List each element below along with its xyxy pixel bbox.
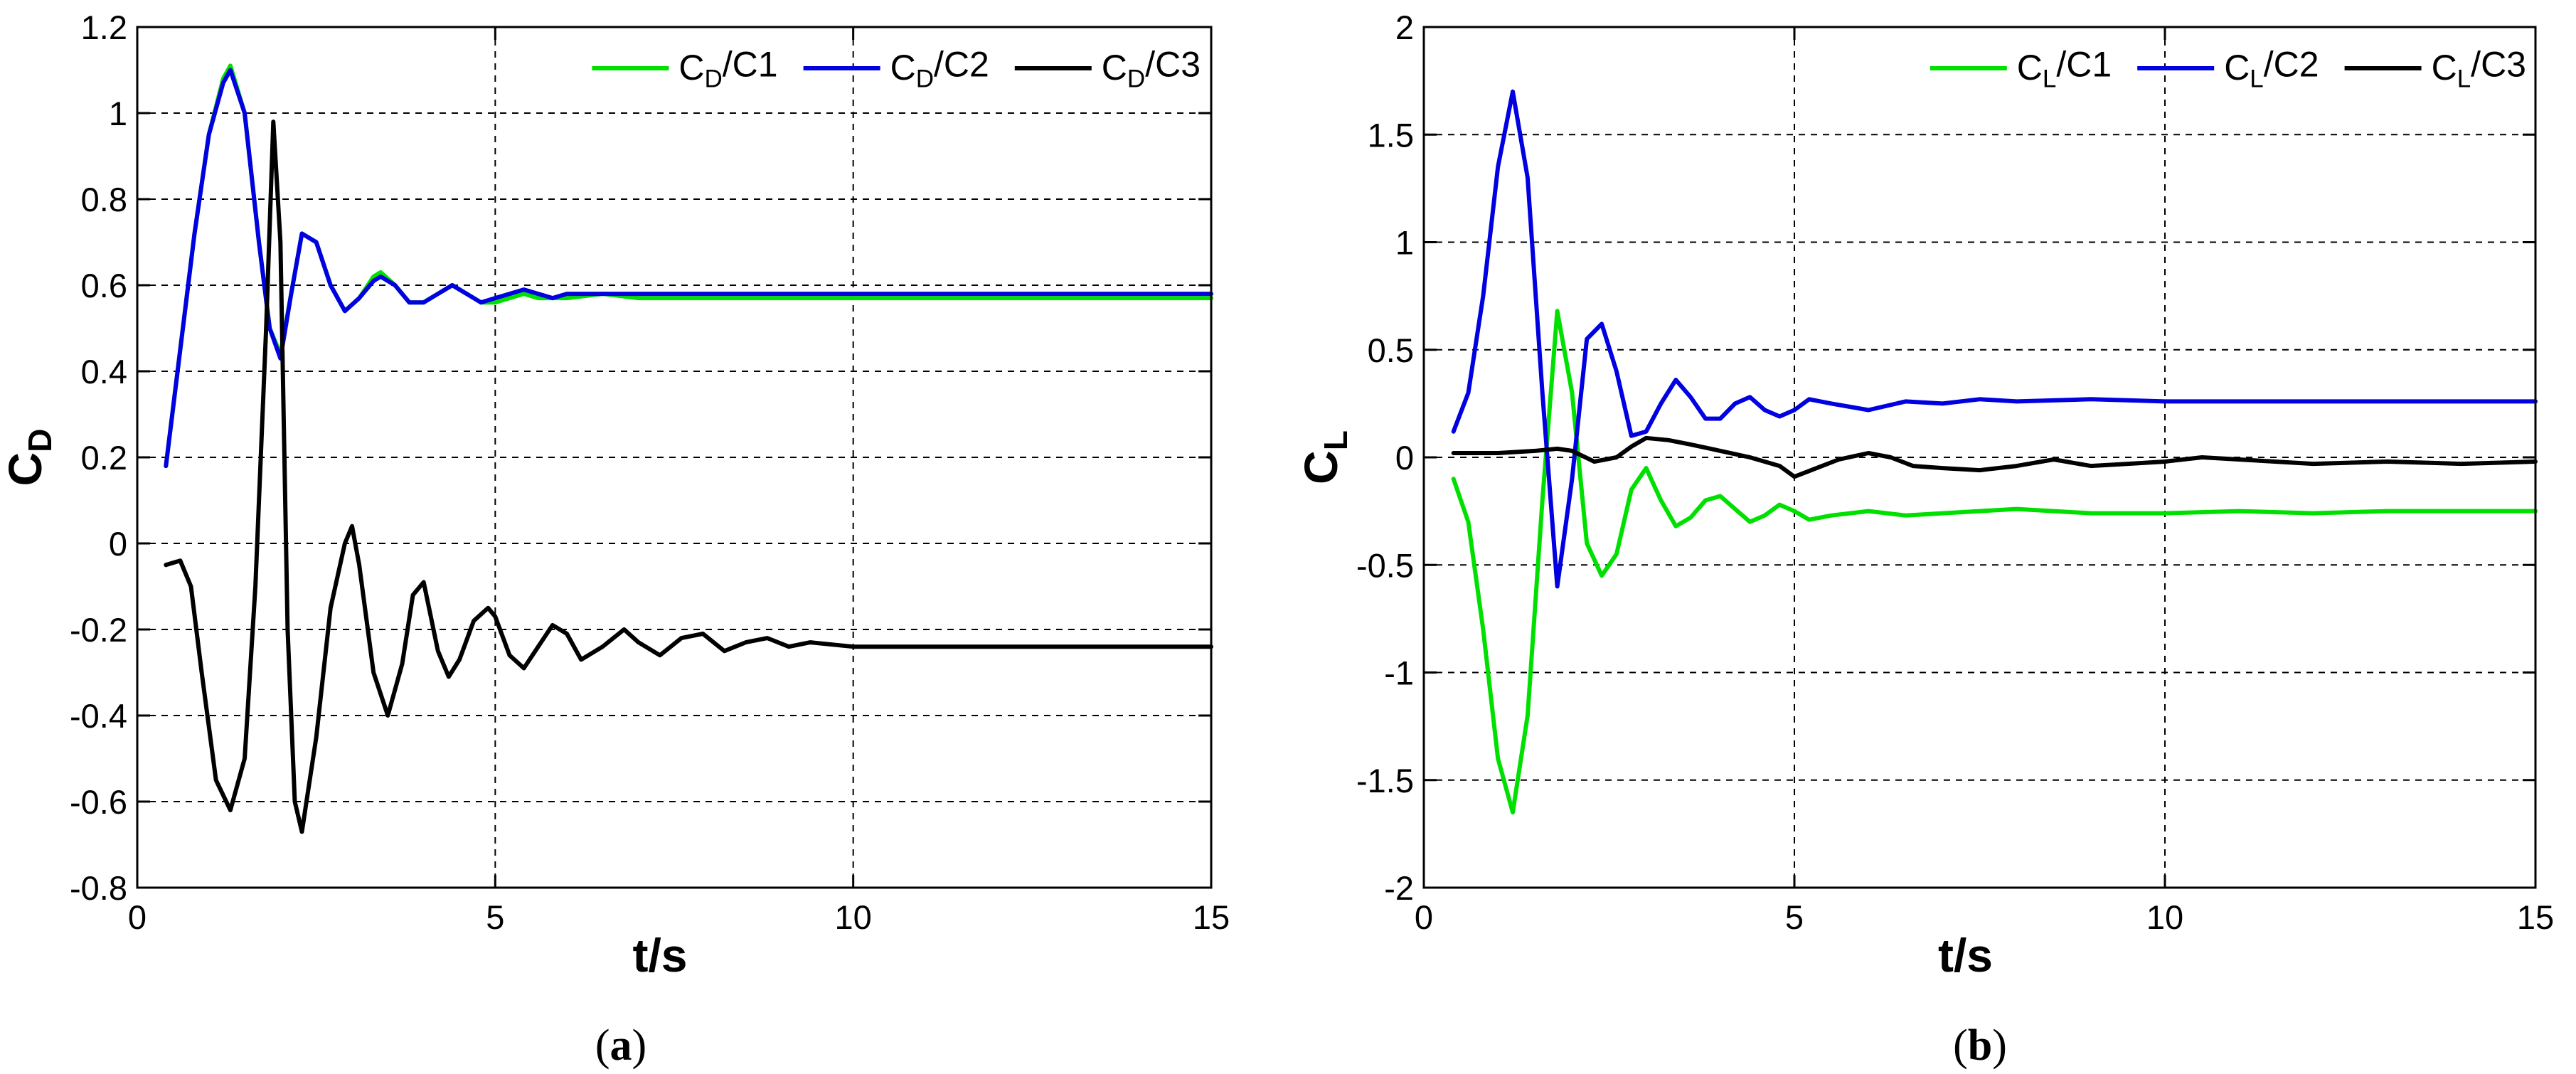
x-tick-label: 0: [128, 898, 147, 936]
legend-label: CD/C2: [890, 45, 989, 93]
y-axis-title: CL: [1294, 430, 1354, 484]
legend-item: CL/C1: [1930, 45, 2112, 93]
y-tick-label: -1.5: [1356, 762, 1414, 799]
x-tick-label: 5: [1785, 898, 1804, 936]
series-group: [164, 63, 1213, 834]
series-line-c-l-c3: [1451, 435, 2538, 479]
x-axis-title: t/s: [632, 929, 687, 982]
y-tick-label: 0: [109, 525, 127, 563]
legend-label: CL/C3: [2432, 45, 2526, 93]
legend-label: CD/C3: [1102, 45, 1201, 93]
series-line-c-d-c2: [164, 68, 1213, 469]
chart-a: 0 5 10 15 -0.8 -0.6 -0.4 -0.2 0 0.2 0.4 0.6 0.8 1 1.2 t…: [0, 9, 1230, 1070]
x-tick-label: 10: [835, 898, 872, 936]
series-line-c-d-c3: [164, 119, 1213, 834]
legend-item: CD/C2: [803, 45, 989, 93]
y-tick-label: -0.5: [1356, 546, 1414, 584]
y-tick-label: 0: [1395, 439, 1414, 477]
legend: CL/C1 CL/C2 CL/C3: [1930, 45, 2526, 93]
x-axis-title: t/s: [1938, 929, 1993, 982]
y-tick-label: 1.5: [1368, 116, 1414, 154]
y-tick-label: 1: [109, 95, 127, 132]
y-tick-label: -1: [1384, 654, 1414, 692]
x-tick-label: 5: [486, 898, 504, 936]
y-tick-label: -0.2: [70, 611, 127, 649]
y-tick-label: 1.2: [81, 9, 127, 46]
y-axis-title: CD: [0, 428, 58, 486]
legend-item: CL/C3: [2344, 45, 2526, 93]
axis-ticks: 0 5 10 15 -2 -1.5 -1 -0.5 0 0.5 1 1.5 2: [1356, 9, 2554, 936]
axis-ticks: 0 5 10 15 -0.8 -0.6 -0.4 -0.2 0 0.2 0.4 0.6 0.8 1 1.2: [70, 9, 1230, 936]
y-tick-label: 1: [1395, 224, 1414, 262]
panel-caption: (a): [595, 1021, 646, 1070]
y-tick-label: 0.2: [81, 439, 127, 477]
series-group: [1451, 89, 2538, 815]
legend-label: CD/C1: [678, 45, 777, 93]
y-tick-label: -0.8: [70, 869, 127, 907]
y-tick-label: -2: [1384, 869, 1414, 907]
legend-label: CL/C2: [2224, 45, 2319, 93]
y-tick-label: 0.5: [1368, 331, 1414, 369]
x-tick-label: 10: [2146, 898, 2183, 936]
legend-item: CL/C2: [2137, 45, 2319, 93]
gridlines: [137, 27, 1211, 888]
y-tick-label: 0.4: [81, 353, 127, 390]
panel-caption: (b): [1953, 1021, 2007, 1070]
x-tick-label: 15: [1193, 898, 1230, 936]
legend-item: CD/C3: [1014, 45, 1201, 93]
y-tick-label: -0.4: [70, 697, 127, 735]
legend: CD/C1 CD/C2 CD/C3: [592, 45, 1201, 93]
y-tick-label: -0.6: [70, 783, 127, 821]
legend-label: CL/C1: [2017, 45, 2112, 93]
y-tick-label: 2: [1395, 9, 1414, 46]
y-tick-label: 0.6: [81, 267, 127, 304]
legend-item: CD/C1: [592, 45, 778, 93]
x-tick-label: 15: [2517, 898, 2554, 936]
series-line-c-l-c2: [1451, 89, 2538, 589]
y-tick-label: 0.8: [81, 181, 127, 218]
series-line-c-l-c1: [1451, 309, 2538, 815]
x-tick-label: 0: [1415, 898, 1433, 936]
